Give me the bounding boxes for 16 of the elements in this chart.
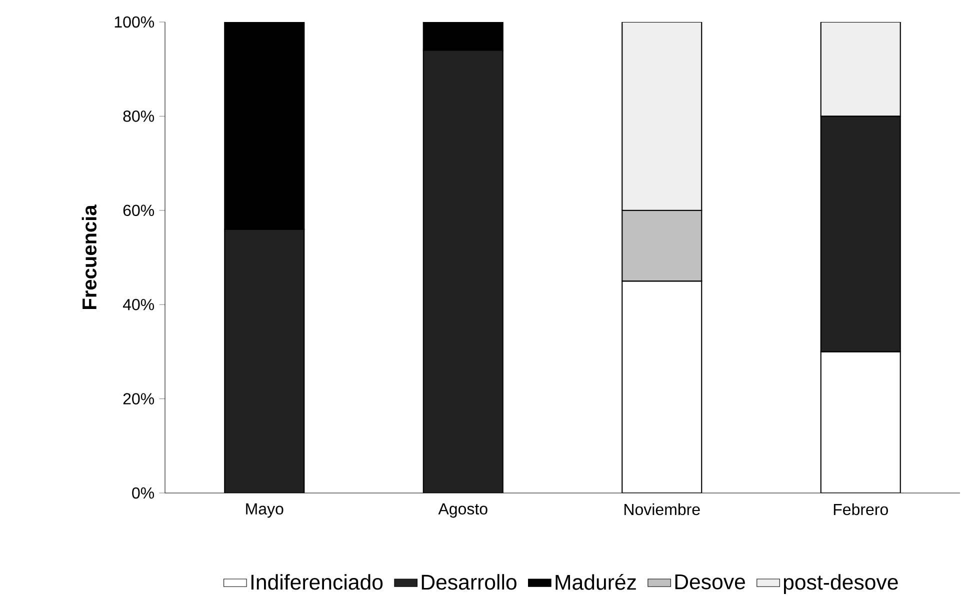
legend-label: Desarrollo (422, 574, 516, 590)
x-tick-label: Mayo (246, 503, 284, 518)
y-axis-title: Frecuencia (82, 204, 97, 309)
x-tick-label: Agosto (438, 503, 488, 518)
y-tick-label: 0% (132, 487, 154, 499)
legend-label: Desove (675, 574, 745, 590)
x-tick-label: Febrero (834, 503, 888, 516)
legend-label: Maduréz (556, 574, 636, 590)
legend-label: post-desove (784, 574, 898, 594)
y-tick-label: 100% (114, 16, 154, 28)
y-tick-label: 80% (123, 110, 154, 122)
legend-label: Indiferenciado (251, 574, 383, 590)
y-tick-label: 40% (122, 298, 154, 310)
y-tick-label: 20% (123, 393, 154, 404)
x-tick-label: Noviembre (624, 503, 700, 516)
y-tick-label: 60% (123, 204, 154, 216)
